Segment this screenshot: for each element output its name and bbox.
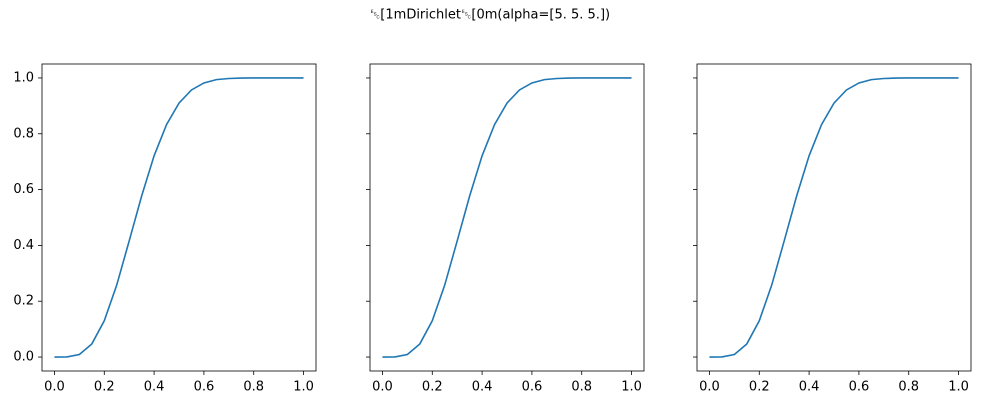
x-tick-label: 0.4 <box>472 380 493 395</box>
x-tick-label: 0.2 <box>94 380 115 395</box>
cdf-line <box>54 77 304 358</box>
x-tick-label: 1.0 <box>948 380 969 395</box>
y-tick-label: 0.0 <box>13 350 34 365</box>
axes-frame <box>696 63 972 372</box>
cdf-line <box>709 77 959 358</box>
x-tick-label: 0.0 <box>44 380 65 395</box>
x-tick-label: 0.8 <box>898 380 919 395</box>
x-tick-label: 0.0 <box>372 380 393 395</box>
figure-title: ␛[1mDirichlet␛[0m(alpha=[5. 5. 5.]) <box>370 8 610 23</box>
x-tick-label: 0.8 <box>571 380 592 395</box>
x-tick-label: 0.8 <box>243 380 264 395</box>
x-tick-label: 0.4 <box>144 380 165 395</box>
x-tick-label: 0.6 <box>194 380 215 395</box>
x-tick-label: 0.0 <box>699 380 720 395</box>
cdf-line <box>382 77 632 358</box>
x-tick-label: 1.0 <box>293 380 314 395</box>
x-tick-label: 0.4 <box>799 380 820 395</box>
axes-frame <box>369 63 645 372</box>
x-tick-label: 0.6 <box>849 380 870 395</box>
x-tick-label: 0.2 <box>422 380 443 395</box>
y-tick-label: 0.4 <box>13 238 34 253</box>
x-tick-label: 1.0 <box>621 380 642 395</box>
y-tick-label: 0.2 <box>13 294 34 309</box>
y-tick-label: 1.0 <box>13 70 34 85</box>
axes-frame <box>41 63 317 372</box>
x-tick-label: 0.6 <box>522 380 543 395</box>
y-tick-label: 0.8 <box>13 126 34 141</box>
x-tick-label: 0.2 <box>749 380 770 395</box>
y-tick-label: 0.6 <box>13 182 34 197</box>
